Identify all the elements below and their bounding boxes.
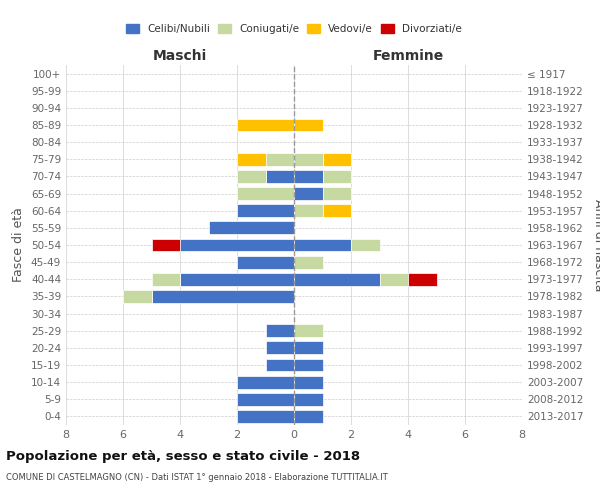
Bar bbox=[294, 238, 351, 252]
Bar bbox=[351, 238, 380, 252]
Legend: Celibi/Nubili, Coniugati/e, Vedovi/e, Divorziati/e: Celibi/Nubili, Coniugati/e, Vedovi/e, Di… bbox=[122, 20, 466, 38]
Bar bbox=[294, 170, 323, 183]
Bar bbox=[151, 273, 180, 285]
Bar bbox=[265, 153, 294, 166]
Bar bbox=[323, 187, 351, 200]
Bar bbox=[237, 153, 265, 166]
Bar bbox=[237, 118, 294, 132]
Bar bbox=[151, 238, 180, 252]
Bar bbox=[265, 324, 294, 337]
Bar bbox=[265, 342, 294, 354]
Bar bbox=[237, 393, 294, 406]
Bar bbox=[209, 222, 294, 234]
Bar bbox=[294, 118, 323, 132]
Bar bbox=[294, 358, 323, 372]
Bar bbox=[180, 238, 294, 252]
Text: Popolazione per età, sesso e stato civile - 2018: Popolazione per età, sesso e stato civil… bbox=[6, 450, 360, 463]
Text: COMUNE DI CASTELMAGNO (CN) - Dati ISTAT 1° gennaio 2018 - Elaborazione TUTTITALI: COMUNE DI CASTELMAGNO (CN) - Dati ISTAT … bbox=[6, 472, 388, 482]
Bar bbox=[151, 290, 294, 303]
Bar bbox=[265, 170, 294, 183]
Text: Maschi: Maschi bbox=[153, 50, 207, 64]
Bar bbox=[265, 358, 294, 372]
Bar bbox=[294, 204, 323, 217]
Bar bbox=[294, 153, 323, 166]
Bar bbox=[237, 204, 294, 217]
Text: Femmine: Femmine bbox=[373, 50, 443, 64]
Bar bbox=[294, 410, 323, 423]
Bar bbox=[294, 187, 323, 200]
Bar bbox=[237, 170, 265, 183]
Bar bbox=[294, 342, 323, 354]
Bar bbox=[294, 324, 323, 337]
Bar bbox=[408, 273, 437, 285]
Bar bbox=[294, 376, 323, 388]
Y-axis label: Anni di nascita: Anni di nascita bbox=[592, 198, 600, 291]
Bar bbox=[323, 153, 351, 166]
Bar bbox=[180, 273, 294, 285]
Y-axis label: Fasce di età: Fasce di età bbox=[13, 208, 25, 282]
Bar bbox=[294, 273, 380, 285]
Bar bbox=[323, 170, 351, 183]
Bar bbox=[237, 256, 294, 268]
Bar bbox=[323, 204, 351, 217]
Bar bbox=[380, 273, 408, 285]
Bar bbox=[123, 290, 151, 303]
Bar bbox=[237, 410, 294, 423]
Bar bbox=[237, 376, 294, 388]
Bar bbox=[294, 393, 323, 406]
Bar bbox=[237, 187, 294, 200]
Bar bbox=[294, 256, 323, 268]
